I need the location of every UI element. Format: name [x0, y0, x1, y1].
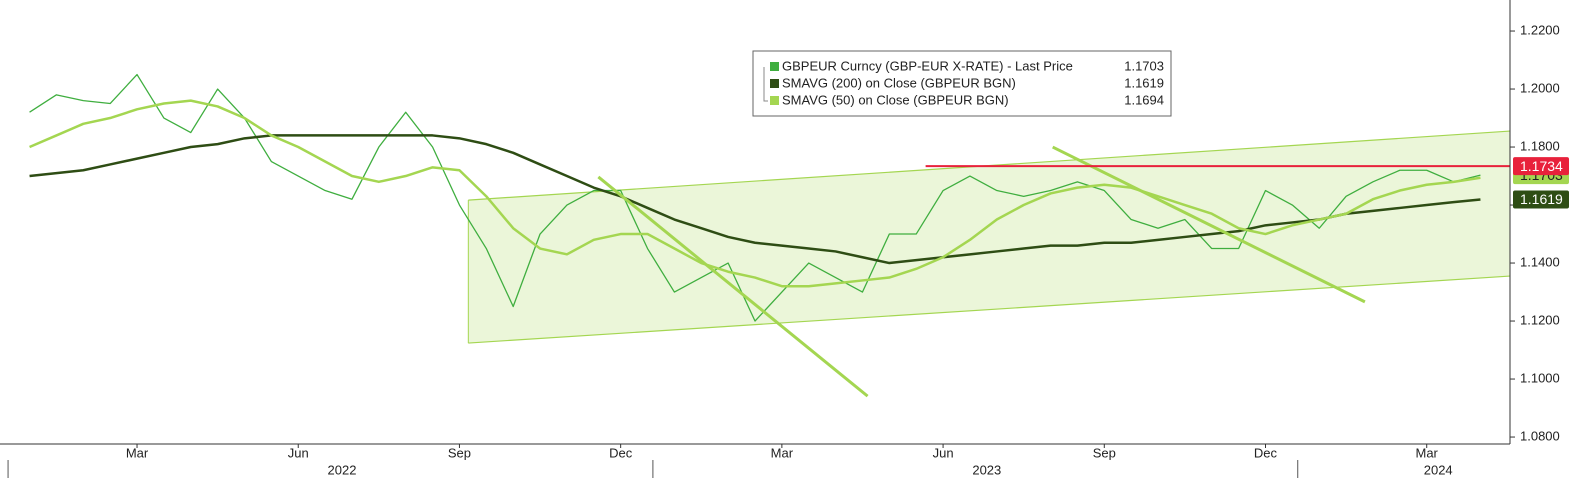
- x-tick-label: Sep: [448, 445, 471, 460]
- x-tick-label: Mar: [126, 445, 149, 460]
- trend-channel: [468, 131, 1510, 344]
- legend-value: 1.1694: [1124, 92, 1164, 107]
- trendline: [1052, 145, 1366, 304]
- year-label: 2022: [328, 462, 357, 477]
- series-line: [29, 73, 1481, 322]
- legend-label: SMAVG (50) on Close (GBPEUR BGN): [782, 92, 1009, 107]
- y-tick-label: 1.1400: [1520, 254, 1560, 269]
- price-tag-label: 1.1734: [1520, 158, 1563, 174]
- x-tick-label: Jun: [288, 445, 309, 460]
- y-tick-label: 1.2200: [1520, 22, 1560, 37]
- year-label: 2023: [972, 462, 1001, 477]
- legend-label: SMAVG (200) on Close (GBPEUR BGN): [782, 75, 1016, 90]
- legend-box: [752, 50, 1172, 117]
- year-label: 2024: [1424, 462, 1453, 477]
- x-tick-label: Jun: [933, 445, 954, 460]
- legend-value: 1.1619: [1124, 75, 1164, 90]
- x-tick-label: Dec: [1254, 445, 1278, 460]
- x-tick-label: Dec: [609, 445, 633, 460]
- legend-label: GBPEUR Curncy (GBP-EUR X-RATE) - Last Pr…: [782, 58, 1073, 73]
- legend-bracket: [763, 67, 768, 102]
- y-tick-label: 1.2000: [1520, 80, 1560, 95]
- x-tick-label: Mar: [771, 445, 794, 460]
- series-line: [29, 99, 1481, 288]
- y-tick-label: 1.1000: [1520, 370, 1560, 385]
- x-tick-label: Sep: [1093, 445, 1116, 460]
- x-tick-label: Mar: [1416, 445, 1439, 460]
- legend-swatch: [770, 96, 779, 105]
- trendline: [597, 175, 869, 398]
- legend-swatch: [770, 79, 779, 88]
- price-tag: [1513, 190, 1569, 209]
- legend-swatch: [770, 62, 779, 71]
- y-tick-label: 1.0800: [1520, 428, 1560, 443]
- price-tag: [1513, 157, 1569, 176]
- y-tick-label: 1.1800: [1520, 138, 1560, 153]
- price-tag-label: 1.1619: [1520, 191, 1563, 207]
- plot-area: 1.08001.10001.12001.14001.16001.18001.20…: [0, 0, 1569, 478]
- y-tick-label: 1.1200: [1520, 312, 1560, 327]
- legend-value: 1.1703: [1124, 58, 1164, 73]
- legend: GBPEUR Curncy (GBP-EUR X-RATE) - Last Pr…: [752, 50, 1172, 117]
